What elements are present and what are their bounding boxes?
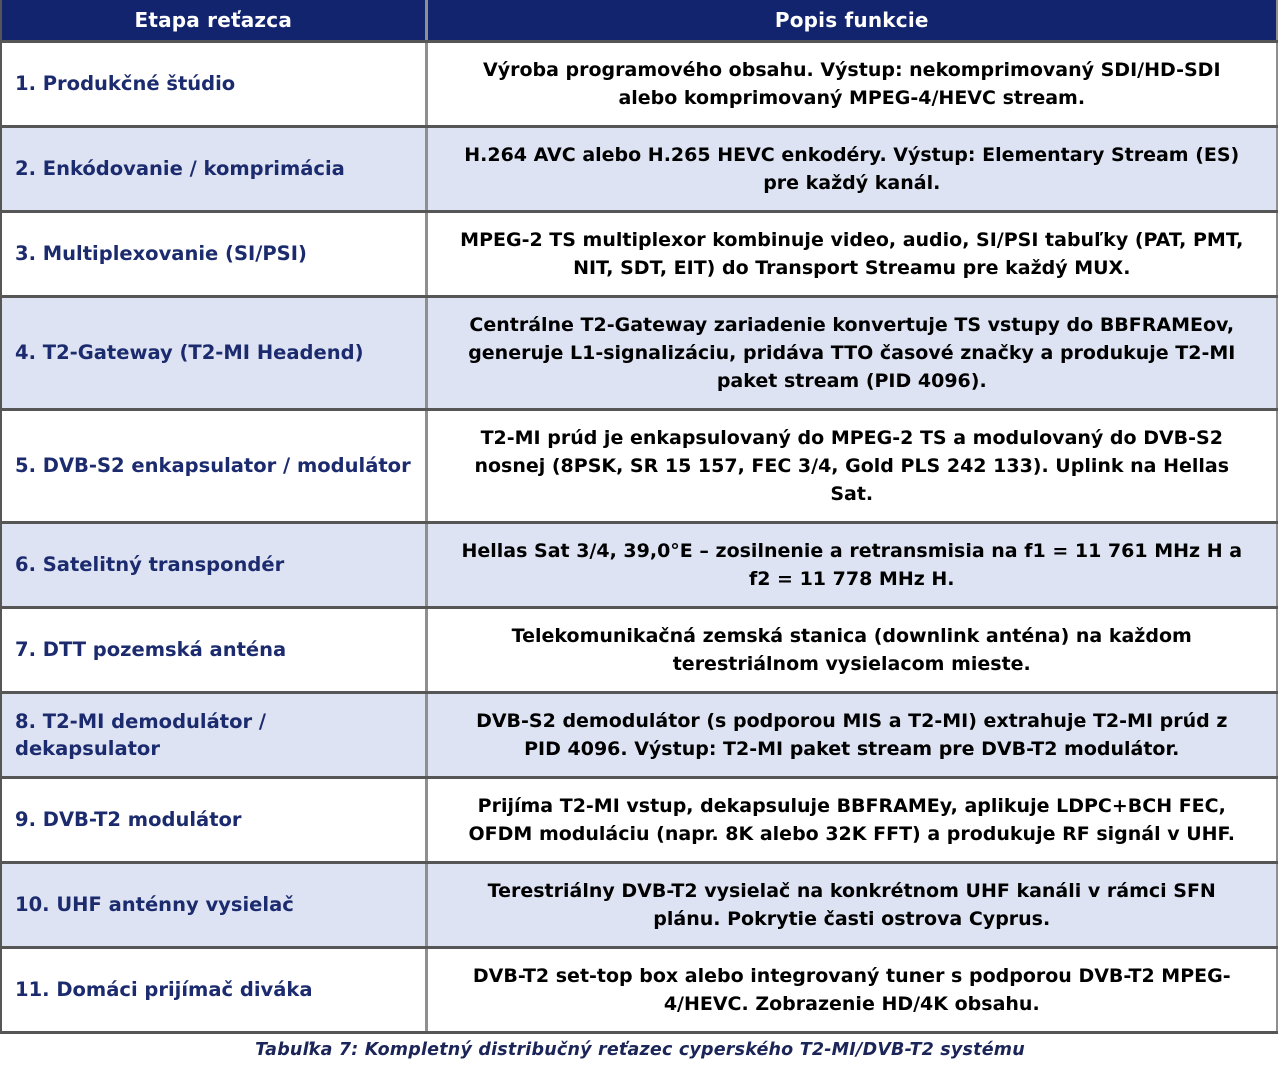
table-body: 1. Produkčné štúdio Výroba programového o… [1, 41, 1277, 1034]
description-cell: Centrálne T2-Gateway zariadenie konvertu… [424, 296, 1277, 411]
stage-cell: 11. Domáci prijímač diváka [1, 947, 426, 1034]
description-cell: H.264 AVC alebo H.265 HEVC enkodéry. Výs… [424, 126, 1277, 213]
description-text: DVB-S2 demodulátor (s podporou MIS a T2-… [476, 709, 1228, 760]
description-text: Centrálne T2-Gateway zariadenie konvertu… [468, 313, 1236, 392]
description-cell: Telekomunikačná zemská stanica (downlink… [424, 607, 1277, 694]
description-cell: Terestriálny DVB-T2 vysielač na konkrétn… [424, 862, 1277, 949]
table-row: 4. T2-Gateway (T2-MI Headend) Centrálne T… [1, 296, 1277, 411]
table-row: 11. Domáci prijímač diváka DVB-T2 set-top… [1, 947, 1277, 1034]
description-text: T2-MI prúd je enkapsulovaný do MPEG-2 TS… [474, 426, 1230, 505]
description-cell: DVB-S2 demodulátor (s podporou MIS a T2-… [424, 692, 1277, 779]
description-text: Výroba programového obsahu. Výstup: neko… [482, 58, 1221, 109]
description-cell: Hellas Sat 3/4, 39,0°E – zosilnenie a re… [424, 522, 1277, 609]
stage-cell: 9. DVB-T2 modulátor [1, 777, 426, 864]
description-text: Prijíma T2-MI vstup, dekapsuluje BBFRAME… [468, 794, 1235, 845]
description-cell: DVB-T2 set-top box alebo integrovaný tun… [424, 947, 1277, 1034]
description-text: Terestriálny DVB-T2 vysielač na konkrétn… [487, 879, 1216, 930]
description-text: H.264 AVC alebo H.265 HEVC enkodéry. Výs… [464, 143, 1240, 194]
description-text: Hellas Sat 3/4, 39,0°E – zosilnenie a re… [461, 539, 1243, 590]
stage-cell: 3. Multiplexovanie (SI/PSI) [1, 211, 426, 298]
table-row: 3. Multiplexovanie (SI/PSI) MPEG-2 TS mul… [1, 211, 1277, 298]
stage-cell: 6. Satelitný transpondér [1, 522, 426, 609]
stage-cell: 1. Produkčné štúdio [1, 41, 426, 128]
table-row: 8. T2-MI demodulátor / dekapsulator DVB-S… [1, 692, 1277, 779]
table-row: 1. Produkčné štúdio Výroba programového o… [1, 41, 1277, 128]
stage-cell: 4. T2-Gateway (T2-MI Headend) [1, 296, 426, 411]
distribution-chain-table: Etapa reťazca Popis funkcie 1. Produkčné… [0, 0, 1278, 1034]
description-text: Telekomunikačná zemská stanica (downlink… [511, 624, 1192, 675]
table-row: 2. Enkódovanie / komprimácia H.264 AVC al… [1, 126, 1277, 213]
description-cell: Prijíma T2-MI vstup, dekapsuluje BBFRAME… [424, 777, 1277, 864]
table-row: 6. Satelitný transpondér Hellas Sat 3/4, … [1, 522, 1277, 609]
description-text: DVB-T2 set-top box alebo integrovaný tun… [472, 964, 1231, 1015]
description-cell: MPEG-2 TS multiplexor kombinuje video, a… [424, 211, 1277, 298]
stage-cell: 2. Enkódovanie / komprimácia [1, 126, 426, 213]
description-column-header: Popis funkcie [424, 0, 1277, 43]
stage-cell: 10. UHF anténny vysielač [1, 862, 426, 949]
description-text: MPEG-2 TS multiplexor kombinuje video, a… [460, 228, 1244, 279]
table-row: 7. DTT pozemská anténa Telekomunikačná ze… [1, 607, 1277, 694]
stage-cell: 8. T2-MI demodulátor / dekapsulator [1, 692, 426, 779]
table-row: 5. DVB-S2 enkapsulator / modulátor T2-MI … [1, 409, 1277, 524]
table-row: 10. UHF anténny vysielač Terestriálny DVB… [1, 862, 1277, 949]
description-cell: Výroba programového obsahu. Výstup: neko… [424, 41, 1277, 128]
description-cell: T2-MI prúd je enkapsulovaný do MPEG-2 TS… [424, 409, 1277, 524]
table-caption: Tabuľka 7: Kompletný distribučný reťazec… [255, 1039, 1025, 1060]
table-row: 9. DVB-T2 modulátor Prijíma T2-MI vstup, … [1, 777, 1277, 864]
stage-cell: 7. DTT pozemská anténa [1, 607, 426, 694]
table-header: Etapa reťazca Popis funkcie [1, 0, 1277, 43]
stage-column-header: Etapa reťazca [1, 0, 426, 43]
table-header-row: Etapa reťazca Popis funkcie [1, 0, 1277, 43]
stage-cell: 5. DVB-S2 enkapsulator / modulátor [1, 409, 426, 524]
